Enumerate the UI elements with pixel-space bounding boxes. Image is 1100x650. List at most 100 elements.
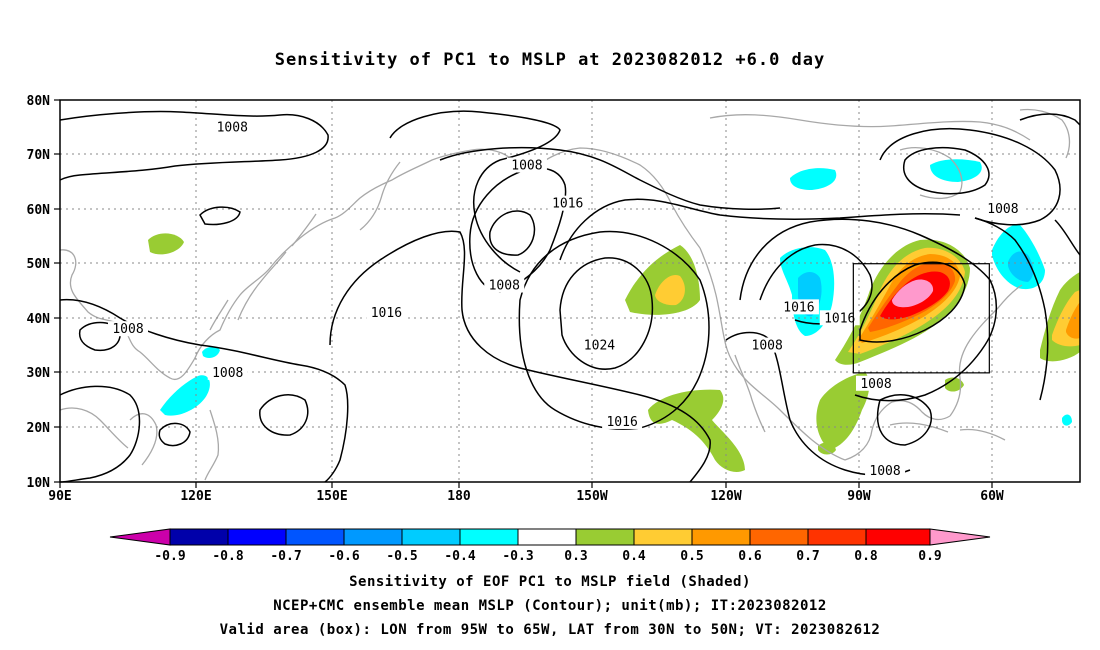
contour-label: 1024 bbox=[584, 339, 615, 354]
lon-label-150e: 150E bbox=[316, 489, 347, 504]
contour-1008-gulf-low bbox=[876, 394, 932, 446]
contour-1008-alaska-outer bbox=[469, 167, 567, 293]
coast-se-asia bbox=[59, 407, 158, 466]
colorbar-label-pos05: 0.5 bbox=[680, 549, 703, 564]
contour-1008-scs bbox=[259, 394, 309, 436]
lon-label-120e: 120E bbox=[180, 489, 211, 504]
contour-label-bg bbox=[747, 337, 788, 353]
contour-label: 1008 bbox=[489, 279, 520, 294]
contour-label-bg bbox=[865, 463, 906, 479]
caption-line-2: NCEP+CMC ensemble mean MSLP (Contour); u… bbox=[273, 598, 827, 614]
colorbar-swatch-neg5 bbox=[343, 528, 403, 546]
lon-label-60w: 60W bbox=[980, 489, 1004, 504]
contour-1008-alaska-low bbox=[489, 210, 536, 256]
coast-hudson-bay bbox=[899, 147, 963, 200]
contour-label-bg bbox=[547, 195, 588, 211]
contour-1016-north bbox=[559, 198, 961, 261]
map-frame bbox=[59, 99, 1081, 483]
coast-north-america-west bbox=[699, 247, 846, 461]
colorbar-label-neg07: -0.7 bbox=[270, 549, 301, 564]
contour-1008-aleutian bbox=[439, 146, 781, 210]
contour-label: 1008 bbox=[869, 464, 900, 479]
coast-alaska bbox=[529, 147, 701, 249]
shade-pos-baja-small bbox=[818, 442, 836, 455]
shade-pos-baja bbox=[648, 389, 745, 472]
shade-neg-atlantic-small bbox=[1062, 414, 1072, 426]
shade-neg-hudson bbox=[930, 159, 982, 182]
contour-1008-china-ring bbox=[78, 321, 121, 352]
colorbar-label-pos06: 0.6 bbox=[738, 549, 762, 564]
contour-label: 1008 bbox=[752, 339, 783, 354]
shade-pos-pacific-west-core bbox=[655, 274, 685, 306]
colorbar-label-neg05: -0.5 bbox=[386, 549, 417, 564]
contour-label-bg bbox=[579, 337, 620, 353]
lon-label-180: 180 bbox=[447, 489, 471, 504]
contour-label: 1008 bbox=[212, 366, 243, 381]
coast-philippines bbox=[204, 409, 220, 481]
contour-label-bg bbox=[108, 321, 148, 337]
colorbar-right-arrow bbox=[929, 528, 991, 546]
contour-label-bg bbox=[602, 413, 643, 429]
contour-1008-asia-ring bbox=[199, 206, 241, 226]
axis-ticks bbox=[54, 99, 993, 488]
coast-caribbean bbox=[889, 422, 1006, 441]
contour-label-bg bbox=[366, 304, 407, 320]
contour-label: 1016 bbox=[783, 300, 814, 315]
contour-1008-canada-outer bbox=[879, 128, 1061, 226]
contour-label-bg bbox=[212, 119, 253, 135]
coast-greenland bbox=[1019, 108, 1071, 159]
colorbar-label-neg08: -0.8 bbox=[212, 549, 243, 564]
contour-label: 1016 bbox=[371, 306, 402, 321]
contour-label-bg bbox=[778, 299, 819, 315]
lat-label-50n: 50N bbox=[27, 257, 51, 272]
contour-label: 1016 bbox=[606, 415, 637, 430]
contour-1016-pacific bbox=[329, 230, 711, 483]
colorbar-label-pos07: 0.7 bbox=[796, 549, 819, 564]
contour-label: 1008 bbox=[217, 120, 248, 135]
contour-label: 1016 bbox=[824, 311, 855, 326]
shade-neg-taiwan bbox=[160, 375, 210, 416]
shade-pos-gulf bbox=[816, 372, 870, 450]
coast-canada-arctic bbox=[709, 114, 1031, 141]
colorbar-swatch-neg3 bbox=[459, 528, 519, 546]
coast-gulf bbox=[844, 400, 951, 461]
colorbar-swatch-neg4 bbox=[401, 528, 461, 546]
contour-labels: 1008 1008 1008 1016 1016 1008 1008 1024 1016 1008… bbox=[108, 119, 1023, 479]
chart-title: Sensitivity of PC1 to MSLP at 2023082012… bbox=[274, 50, 826, 70]
caption-line-1: Sensitivity of EOF PC1 to MSLP field (Sh… bbox=[349, 574, 751, 590]
lon-label-150w: 150W bbox=[576, 489, 607, 504]
lon-label-120w: 120W bbox=[710, 489, 741, 504]
coast-baja bbox=[734, 354, 766, 433]
contour-north-ring bbox=[389, 110, 561, 273]
colorbar-label-neg04: -0.4 bbox=[444, 549, 475, 564]
colorbar-swatch-neg8 bbox=[169, 528, 229, 546]
lat-label-60n: 60N bbox=[27, 203, 51, 218]
contour-1024-high bbox=[559, 257, 654, 370]
contour-label: 1016 bbox=[552, 197, 583, 212]
lon-label-90e: 90E bbox=[48, 489, 71, 504]
colorbar-label-pos08: 0.8 bbox=[854, 549, 878, 564]
lon-label-90w: 90W bbox=[847, 489, 871, 504]
contour-label-bg bbox=[506, 157, 547, 173]
colorbar: -0.9 -0.8 -0.7 -0.6 -0.5 -0.4 -0.3 0.3 0… bbox=[109, 528, 991, 564]
contour-label-bg bbox=[856, 375, 896, 391]
contour-1008-north bbox=[59, 110, 329, 181]
contour-label: 1008 bbox=[511, 158, 542, 173]
lon-tick-labels: 90E 120E 150E 180 150W 120W 90W 60W bbox=[48, 489, 1004, 504]
contour-1016-na-outer bbox=[739, 218, 998, 402]
lat-label-10n: 10N bbox=[27, 476, 51, 491]
colorbar-label-pos03: 0.3 bbox=[564, 549, 587, 564]
colorbar-swatch-pos6 bbox=[749, 528, 809, 546]
shade-pos-main-pink bbox=[892, 279, 934, 308]
contour-1008-east bbox=[974, 217, 1049, 401]
colorbar-label-pos09: 0.9 bbox=[918, 549, 941, 564]
shade-pos-atlantic-core2 bbox=[1066, 302, 1080, 339]
contour-atlantic-2 bbox=[1054, 219, 1081, 256]
contour-label-bg bbox=[484, 277, 525, 293]
colorbar-swatch-neg7 bbox=[227, 528, 287, 546]
coast-asia bbox=[59, 148, 511, 381]
colorbar-swatch-pos8 bbox=[865, 528, 931, 546]
colorbar-label-neg09: -0.9 bbox=[154, 549, 185, 564]
colorbar-swatch-pos7 bbox=[807, 528, 867, 546]
contour-1008-sea bbox=[59, 385, 141, 483]
